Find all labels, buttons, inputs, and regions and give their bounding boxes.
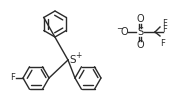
Text: F: F bbox=[162, 25, 167, 34]
Text: +: + bbox=[75, 52, 82, 60]
Text: −: − bbox=[117, 25, 123, 33]
Text: F: F bbox=[160, 38, 165, 48]
Text: F: F bbox=[162, 18, 167, 28]
Text: S: S bbox=[69, 55, 76, 65]
Text: S: S bbox=[137, 27, 143, 37]
Text: F: F bbox=[10, 74, 15, 83]
Text: O: O bbox=[136, 14, 144, 24]
Text: O: O bbox=[120, 27, 128, 37]
Text: O: O bbox=[136, 40, 144, 50]
